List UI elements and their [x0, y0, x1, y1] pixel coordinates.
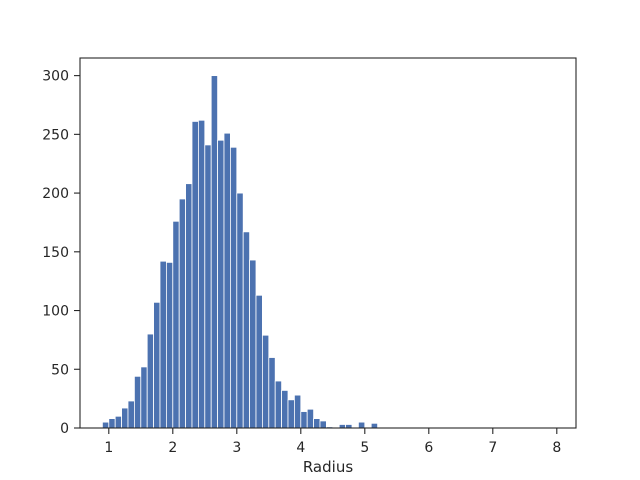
y-tick-label: 100 [42, 304, 69, 320]
histogram-bar [191, 121, 199, 429]
x-axis-label: Radius [303, 458, 353, 476]
histogram-bar [300, 411, 308, 429]
histogram-bar [236, 192, 244, 429]
histogram-bar [217, 139, 225, 429]
histogram-bar [287, 399, 295, 429]
histogram-bar [357, 421, 366, 429]
histogram-bar [370, 422, 379, 429]
histogram-bar [242, 231, 250, 429]
bars-layer [102, 75, 379, 429]
x-tick-label: 3 [232, 440, 241, 456]
y-axis: 0 50 100 150 200 250 300 [42, 69, 80, 437]
histogram-bar [313, 418, 321, 429]
y-tick-label: 150 [42, 245, 69, 261]
histogram-bar [223, 132, 231, 429]
histogram-bar [102, 421, 110, 429]
histogram-bar [127, 400, 135, 429]
x-axis: 1 2 3 4 5 6 7 8 [104, 428, 561, 456]
x-tick-label: 2 [168, 440, 177, 456]
histogram-bar [319, 420, 327, 429]
histogram-bar [159, 260, 167, 429]
histogram-bar [268, 357, 276, 429]
x-tick-label: 1 [104, 440, 113, 456]
histogram-bar [108, 418, 116, 429]
x-tick-label: 5 [360, 440, 369, 456]
x-tick-label: 4 [296, 440, 305, 456]
histogram-bar [274, 380, 283, 429]
histogram-bar [121, 407, 129, 429]
histogram-bar [204, 144, 212, 429]
histogram-bar [114, 415, 122, 429]
histogram-bar [197, 119, 206, 429]
histogram-bar [261, 334, 270, 429]
histogram-bar [293, 394, 302, 429]
histogram-bar [210, 75, 218, 429]
y-tick-label: 250 [42, 127, 69, 143]
histogram-bar [255, 294, 263, 429]
x-tick-label: 6 [424, 440, 433, 456]
histogram-bar [153, 301, 161, 429]
x-tick-label: 7 [488, 440, 497, 456]
y-tick-label: 200 [42, 186, 69, 202]
histogram-bar [306, 408, 315, 429]
histogram-bar [281, 390, 289, 429]
histogram-bar [146, 333, 154, 429]
histogram-bar [229, 146, 238, 429]
y-tick-label: 0 [60, 421, 69, 437]
histogram-bar [185, 183, 193, 429]
y-tick-label: 50 [51, 362, 69, 378]
y-tick-label: 300 [42, 69, 69, 85]
histogram-bar [133, 375, 142, 429]
plot-frame [79, 57, 577, 429]
x-tick-label: 8 [552, 440, 561, 456]
histogram-bar [249, 259, 257, 429]
histogram-bar [172, 220, 180, 429]
histogram-bar [178, 198, 186, 429]
histogram-bar [165, 261, 174, 429]
histogram-bar [140, 366, 148, 429]
